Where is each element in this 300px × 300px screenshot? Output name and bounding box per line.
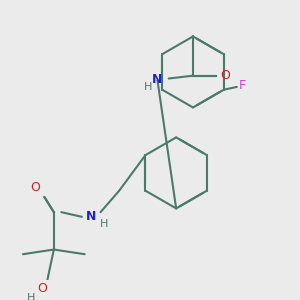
Text: N: N: [86, 210, 96, 223]
Text: O: O: [38, 282, 47, 295]
Text: O: O: [220, 69, 230, 82]
Text: N: N: [152, 73, 163, 86]
Text: H: H: [144, 82, 152, 92]
Text: O: O: [30, 181, 40, 194]
Text: H: H: [27, 293, 36, 300]
Text: H: H: [100, 219, 109, 229]
Text: F: F: [239, 80, 246, 92]
